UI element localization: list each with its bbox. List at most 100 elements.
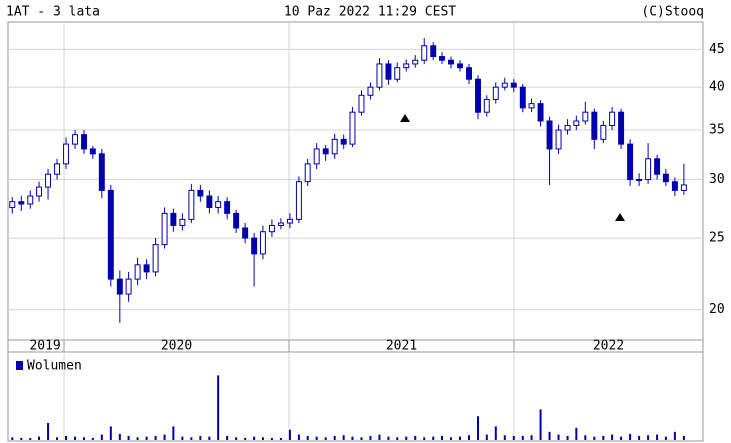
candle-body [403, 63, 410, 69]
volume-bar [288, 429, 291, 440]
candle-body [537, 103, 544, 122]
candle-body [98, 153, 105, 191]
volume-bar [297, 434, 300, 440]
volume-bar [593, 436, 596, 440]
volume-bar [20, 437, 23, 440]
candle-body [107, 189, 114, 280]
candle-body [322, 148, 329, 155]
candle-body [89, 148, 96, 155]
volume-bar [226, 435, 229, 440]
volume-bar [432, 436, 435, 440]
event-marker [615, 213, 625, 221]
candle-body [72, 134, 79, 145]
x-tick-label: 2022 [593, 339, 624, 354]
volume-bar [217, 375, 220, 440]
volume-bar [208, 436, 211, 440]
volume-bar [244, 437, 247, 440]
candle-body [609, 111, 616, 126]
volume-bar [306, 435, 309, 440]
candle-body [54, 163, 61, 175]
grid [8, 22, 703, 441]
volume-bar [324, 437, 327, 440]
candle-body [179, 218, 186, 226]
volume-bar [38, 436, 41, 440]
chart-title: 1AT - 3 lata [6, 5, 100, 20]
candle-body [618, 111, 625, 145]
volume-bar [270, 437, 273, 440]
x-tick-label: 2021 [386, 339, 417, 354]
volume-bar [530, 435, 533, 440]
volume-bar [378, 434, 381, 440]
volume-bar [83, 437, 86, 440]
volume-bar [477, 416, 480, 440]
candle-body [125, 278, 132, 295]
volume-bar [682, 435, 685, 440]
candle-body [268, 224, 275, 233]
volume-bar [351, 436, 354, 440]
volume-bar [485, 434, 488, 440]
volume-bar [172, 426, 175, 440]
candle-body [421, 45, 428, 61]
volume-bar [29, 437, 32, 440]
candle-body [9, 201, 16, 208]
candle-body [295, 181, 302, 220]
candle-body [349, 111, 356, 145]
price-panel [7, 21, 704, 341]
candle-body [600, 124, 607, 140]
volume-bar [136, 437, 139, 440]
candle-body [116, 278, 123, 295]
candle-body [81, 134, 88, 150]
volume-bar [566, 435, 569, 440]
volume-bar [521, 435, 524, 440]
chart-source: (C)Stooq [641, 5, 704, 20]
candle-body [18, 201, 25, 205]
volume-bar [190, 437, 193, 440]
volume-bar [360, 437, 363, 440]
candle-body [367, 86, 374, 96]
candle-body [313, 148, 320, 165]
volume-bar [414, 435, 417, 440]
candle-body [564, 124, 571, 131]
candle-body [501, 82, 508, 88]
volume-bar [629, 433, 632, 440]
candle-body [483, 98, 490, 113]
candle-body [466, 67, 472, 80]
volume-bar [656, 434, 659, 440]
volume-bar [503, 435, 506, 440]
volume-bar [100, 434, 103, 440]
volume-bar [118, 433, 121, 440]
volume-bar [127, 435, 130, 440]
candle-body [394, 67, 401, 80]
candle-body [555, 129, 562, 150]
candle-body [439, 56, 445, 61]
volume-bar [369, 435, 372, 440]
volume-bar [154, 435, 157, 440]
marks [9, 38, 687, 440]
volume-bar [423, 437, 426, 440]
volume-bar [548, 431, 551, 440]
candle-body [45, 173, 52, 188]
volume-bar [11, 437, 14, 440]
y-tick-label: 40 [709, 80, 725, 95]
candle-body [627, 143, 634, 181]
y-tick-label: 25 [709, 231, 725, 246]
volume-bar [47, 423, 50, 440]
candle-body [662, 173, 669, 183]
volume-bar [163, 434, 166, 440]
candle-body [36, 186, 43, 197]
volume-bar [584, 435, 587, 440]
candle-body [430, 45, 437, 58]
candle-body [457, 63, 463, 69]
y-tick-label: 20 [709, 302, 725, 317]
candle-body [286, 218, 293, 224]
volume-bar [638, 435, 641, 440]
volume-bar [468, 435, 471, 440]
candle-body [27, 195, 34, 205]
legend-label: Wolumen [27, 359, 82, 374]
y-tick-label: 30 [709, 172, 725, 187]
event-marker [400, 114, 410, 122]
candle-body [376, 63, 383, 88]
candle-body [215, 201, 222, 208]
candle-body [277, 222, 284, 226]
volume-bar [602, 435, 605, 440]
